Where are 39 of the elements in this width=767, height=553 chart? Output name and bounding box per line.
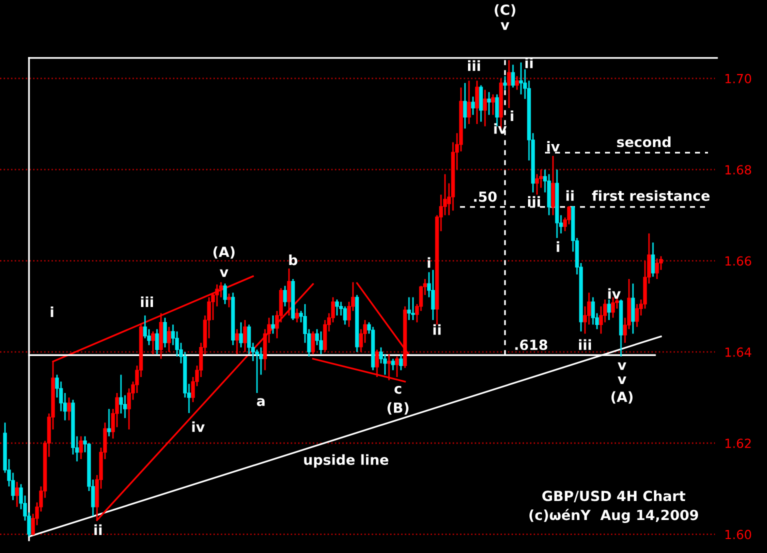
- annotation: iv: [494, 123, 507, 134]
- annotation: iii: [141, 296, 153, 307]
- annotation: b: [289, 254, 298, 266]
- annotation: v: [500, 22, 510, 30]
- y-tick-label: 1.68: [725, 165, 752, 175]
- annotation: i: [556, 241, 560, 252]
- annotation: i: [510, 110, 514, 121]
- annotation: iv: [608, 288, 621, 299]
- annotation: i: [428, 257, 430, 268]
- annotation: v: [618, 376, 626, 384]
- annotation: v: [618, 362, 626, 370]
- annotation: a: [256, 398, 265, 406]
- series-label: upside line: [304, 454, 388, 468]
- ref-line-label: second: [617, 136, 670, 148]
- annotation: c: [394, 386, 402, 394]
- y-tick-label: 1.70: [725, 74, 752, 84]
- annotation: (c)ωénY Aug 14,2009: [529, 508, 698, 523]
- annotation: iii: [468, 60, 480, 71]
- annotation: (B): [388, 402, 408, 415]
- annotation: GBP/USD 4H Chart: [542, 490, 686, 502]
- annotation: iii: [579, 339, 591, 350]
- annotation: (A): [611, 391, 633, 404]
- annotation: iii: [528, 196, 540, 207]
- annotation: (C): [494, 4, 516, 17]
- annotation: v: [220, 269, 228, 277]
- y-tick-label: 1.60: [725, 530, 752, 540]
- annotation: .50: [474, 191, 497, 202]
- annotation: iv: [192, 421, 205, 432]
- annotation: (A): [213, 246, 235, 259]
- y-tick-label: 1.66: [725, 256, 752, 266]
- annotation: iv: [547, 140, 560, 152]
- annotation: .618: [515, 340, 548, 350]
- annotation: ii: [94, 524, 102, 535]
- ref-line-label: first resistance: [592, 190, 710, 201]
- y-tick-label: 1.64: [725, 347, 752, 357]
- annotation: ii: [566, 190, 574, 201]
- annotation: ii: [433, 324, 441, 335]
- annotation: i: [50, 306, 54, 318]
- y-tick-label: 1.62: [725, 438, 751, 448]
